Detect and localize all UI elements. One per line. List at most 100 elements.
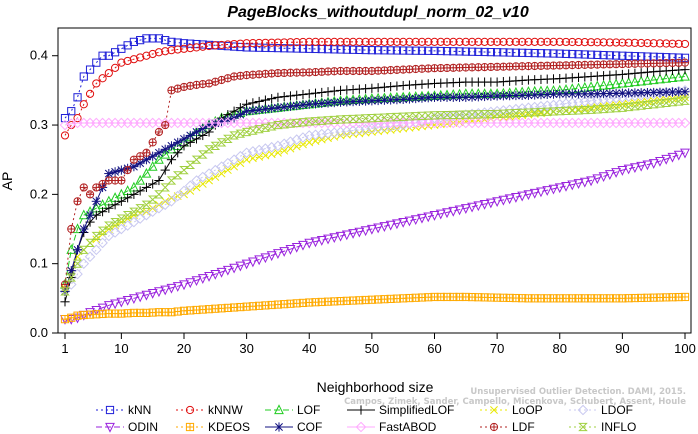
data-point	[549, 37, 558, 46]
data-point	[141, 182, 152, 193]
data-point	[154, 153, 164, 164]
data-point	[586, 50, 596, 59]
legend-label: LoOP	[512, 403, 543, 417]
data-point	[360, 114, 371, 123]
data-point	[467, 110, 477, 119]
data-point	[253, 144, 265, 156]
legend-entry-KDEOS: KDEOS	[176, 420, 250, 434]
data-point	[204, 79, 214, 88]
data-point	[568, 49, 577, 59]
data-point	[449, 47, 458, 56]
data-point	[79, 72, 88, 81]
data-point	[79, 100, 88, 109]
data-point	[429, 211, 440, 221]
data-point	[166, 283, 177, 294]
data-point	[680, 292, 690, 302]
series-LDOF	[59, 85, 691, 297]
data-point	[542, 107, 553, 116]
data-point	[397, 119, 409, 131]
data-point	[342, 37, 351, 46]
data-point	[642, 160, 653, 171]
data-point	[410, 112, 421, 121]
data-point	[286, 44, 295, 53]
data-point	[91, 196, 101, 206]
data-point	[373, 83, 383, 93]
data-point	[404, 216, 415, 227]
data-point	[442, 208, 452, 219]
data-point	[623, 77, 634, 87]
data-point	[216, 138, 227, 147]
data-point	[593, 38, 602, 47]
data-point	[392, 95, 402, 105]
data-point	[129, 207, 139, 216]
legend-marker	[490, 406, 498, 414]
data-point	[148, 34, 157, 43]
data-point	[116, 165, 126, 175]
data-point	[110, 299, 121, 310]
data-point	[586, 105, 596, 114]
data-point	[254, 255, 265, 266]
data-point	[661, 72, 672, 83]
data-point	[604, 170, 615, 180]
data-point	[166, 141, 177, 151]
data-point	[267, 94, 277, 104]
data-point	[561, 181, 571, 192]
data-point	[291, 134, 303, 145]
data-point	[241, 147, 252, 159]
data-point	[279, 92, 289, 102]
data-point	[398, 94, 408, 104]
data-point	[273, 148, 282, 157]
data-point	[117, 176, 126, 185]
data-point	[604, 79, 615, 89]
data-point	[504, 194, 515, 205]
data-point	[186, 39, 195, 48]
data-point	[66, 273, 77, 282]
data-point	[648, 74, 659, 85]
data-point	[454, 205, 465, 216]
data-point	[624, 69, 634, 79]
data-point	[567, 180, 578, 191]
legend-label: kNN	[128, 403, 151, 417]
data-point	[85, 308, 95, 318]
data-point	[172, 171, 183, 180]
data-point	[147, 160, 158, 171]
data-point	[530, 90, 540, 100]
data-point	[379, 95, 389, 105]
data-point	[260, 143, 271, 154]
data-point	[247, 146, 259, 157]
data-point	[473, 201, 484, 212]
data-point	[374, 46, 383, 55]
data-point	[636, 161, 647, 172]
data-point	[248, 39, 257, 48]
data-point	[630, 38, 639, 47]
data-point	[379, 113, 390, 122]
data-point	[85, 238, 95, 247]
data-point	[474, 37, 483, 46]
data-point	[511, 193, 521, 203]
data-point	[304, 238, 315, 249]
legend-label: kNNW	[208, 403, 243, 417]
data-point	[448, 92, 458, 102]
data-point	[286, 38, 295, 47]
data-point	[172, 190, 184, 202]
data-point	[166, 176, 177, 185]
data-point	[442, 37, 452, 46]
data-point	[392, 81, 402, 91]
data-point	[204, 272, 214, 282]
data-point	[111, 63, 120, 72]
data-point	[185, 160, 196, 170]
legend-label: LDF	[512, 420, 535, 434]
data-point	[136, 53, 145, 62]
data-point	[454, 92, 465, 102]
data-point	[279, 120, 289, 129]
data-point	[599, 38, 608, 47]
data-point	[85, 190, 95, 199]
data-point	[92, 58, 101, 67]
data-point	[167, 37, 176, 46]
data-point	[549, 49, 558, 58]
data-point	[529, 188, 540, 199]
data-point	[211, 77, 220, 86]
data-point	[316, 236, 327, 246]
data-point	[611, 168, 622, 178]
data-point	[191, 155, 202, 164]
